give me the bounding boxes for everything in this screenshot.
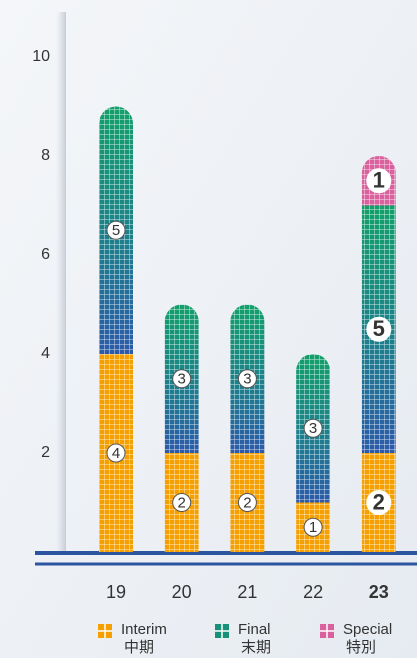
y-axis-shade [56,12,66,552]
bar-grid [361,156,396,552]
value-label-bg [106,220,126,240]
value-label: 1 [309,519,317,536]
value-label: 3 [243,371,251,388]
y-tick-label: 8 [41,147,50,164]
value-label-bg [106,443,126,463]
value-label-bg [237,493,257,512]
value-label-bg [303,517,323,537]
legend-label: Final [238,621,271,638]
bar-grid [99,106,133,552]
bar-stack [230,304,265,552]
x-tick-label: 19 [106,582,126,602]
legend-swatch-grid [98,624,112,638]
value-label: 2 [373,489,385,514]
legend-swatch [320,624,334,638]
value-label-bg [172,493,192,512]
value-label: 2 [178,494,186,511]
value-label: 2 [243,494,251,511]
value-label-bg [172,369,192,389]
legend-label-local: 末期 [241,639,271,656]
value-label-bg [366,168,392,194]
legend-swatch [98,624,112,638]
legend-label-local: 特別 [346,639,376,656]
x-tick-label: 21 [237,582,257,602]
bar-grid [230,304,265,552]
x-tick-label: 22 [303,582,323,602]
value-label-bg [303,418,323,438]
legend-swatch-grid [215,624,229,638]
x-tick-label: 20 [172,582,192,602]
value-label: 4 [112,445,120,462]
y-tick-label: 10 [32,48,50,65]
x-tick-label: 23 [369,582,389,602]
y-tick-label: 6 [41,246,50,263]
legend-label-local: 中期 [124,639,154,656]
bar-stack [99,106,133,552]
bar-stack [164,304,199,552]
legend-label: Special [343,621,392,638]
value-label: 1 [373,168,385,193]
value-label: 3 [309,420,317,437]
value-label: 5 [112,222,120,239]
legend-label: Interim [121,621,167,638]
value-label: 5 [373,316,385,341]
legend-swatch [215,624,229,638]
legend-swatch-grid [320,624,334,638]
value-label-bg [366,490,392,515]
value-label-bg [237,369,257,389]
value-label-bg [366,316,392,342]
y-tick-label: 4 [41,345,50,362]
bar-stack [296,354,331,552]
bar-grid [164,304,199,552]
y-tick-label: 2 [41,444,50,461]
value-label: 3 [178,371,186,388]
